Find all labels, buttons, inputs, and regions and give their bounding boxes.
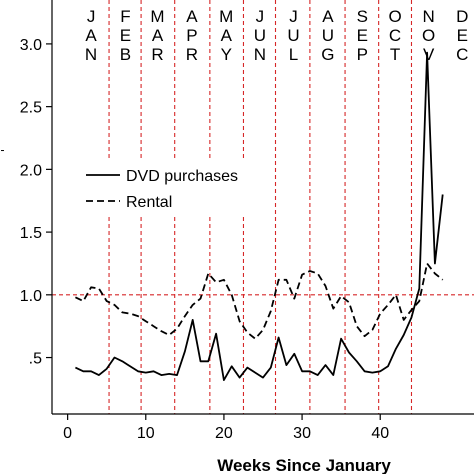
x-tick-label: 0	[63, 425, 72, 442]
y-tick-label: 2.5	[20, 100, 42, 117]
series-line-dvd-purchases	[75, 51, 444, 382]
series-lines	[75, 51, 444, 382]
legend-box	[80, 160, 266, 214]
x-tick-label: 30	[293, 425, 311, 442]
legend-label-rental: Rental	[126, 194, 172, 211]
series-line-rental	[75, 262, 444, 340]
y-axis-ticks: .5 1.0 1.5 2.0 2.5 3.0	[1, 37, 52, 368]
x-tick-label: 40	[371, 425, 389, 442]
x-axis-ticks: 0 10 20 30 40	[63, 414, 389, 442]
y-tick-label: 3.0	[20, 37, 42, 54]
legend-label-dvd-purchases: DVD purchases	[126, 168, 238, 185]
y-tick-label: 1.0	[20, 288, 42, 305]
axes	[51, 0, 474, 415]
series-points-rental	[75, 263, 442, 338]
x-tick-label: 10	[137, 425, 155, 442]
legend: DVD purchases Rental	[80, 160, 266, 214]
x-axis-title: Weeks Since January	[217, 456, 391, 474]
month-labels: J A N F E B M A R A P R M A Y J U N J U L A U G S E P O C T N O V D E C	[85, 7, 468, 64]
y-tick-label: .5	[29, 351, 42, 368]
x-tick-label: 20	[215, 425, 233, 442]
y-tick-label: 2.0	[20, 162, 42, 179]
y-tick-label: 1.5	[20, 225, 42, 242]
series-points-dvd-purchases	[75, 53, 442, 380]
